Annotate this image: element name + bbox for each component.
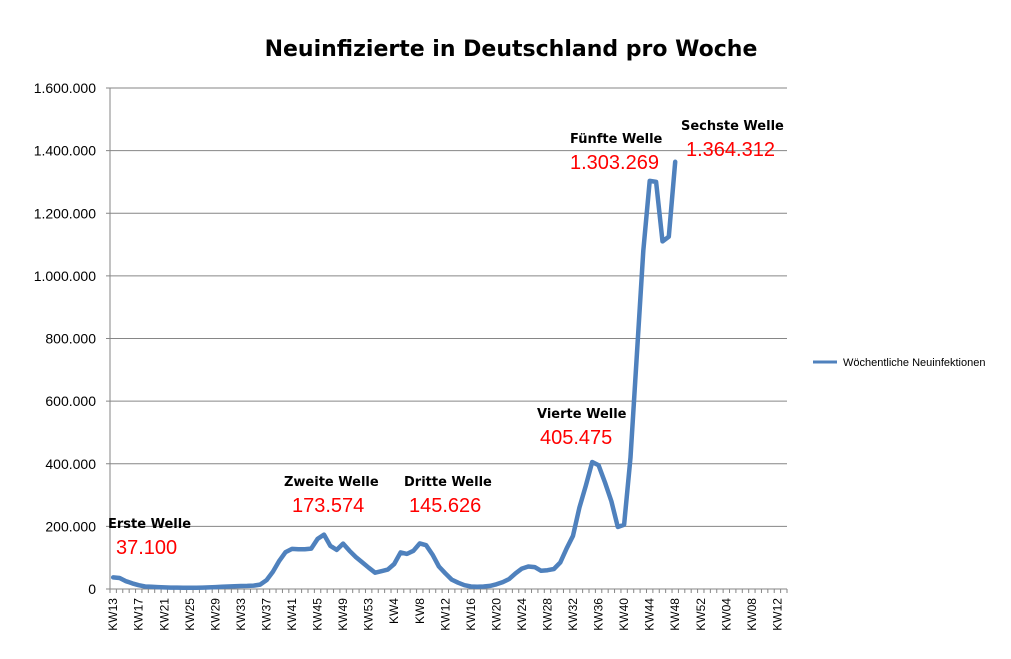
x-tick-label: KW12 [770,598,784,631]
x-tick-label: KW8 [413,598,427,624]
chart-title: Neuinfizierte in Deutschland pro Woche [265,37,758,62]
x-tick-label: KW44 [643,598,657,631]
annotation-label: Zweite Welle [284,475,379,490]
x-tick-label: KW4 [387,598,401,624]
annotation-label: Vierte Welle [537,407,627,422]
y-tick-label: 200.000 [45,518,96,534]
x-tick-label: KW52 [694,598,708,631]
annotation-value: 173.574 [292,495,364,517]
y-tick-label: 600.000 [45,393,96,409]
x-tick-label: KW40 [617,598,631,631]
annotation-value: 1.303.269 [570,152,659,174]
annotation-label: Fünfte Welle [570,132,663,147]
y-axis-ticks: 0 200.000 400.000 600.000 800.000 1.000.000 1.… [34,80,110,597]
annotation-label: Erste Welle [108,517,191,532]
x-axis-tick-labels: KW13 KW17 KW21 KW25 KW29 KW33 KW37 KW41 KW45 KW49… [106,598,784,631]
x-tick-label: KW36 [592,598,606,631]
x-tick-label: KW29 [208,598,222,631]
gridlines [110,87,787,527]
x-tick-label: KW49 [336,598,350,631]
legend: Wöchentliche Neuinfektionen [813,357,985,369]
x-tick-label: KW17 [132,598,146,631]
series-group [110,159,678,590]
x-tick-label: KW13 [106,598,120,631]
annotation-label: Sechste Welle [681,119,784,134]
x-tick-label: KW28 [540,598,554,631]
x-tick-label: KW48 [668,598,682,631]
x-tick-label: KW08 [745,598,759,631]
annotation-label: Dritte Welle [404,475,492,490]
y-tick-label: 0 [88,581,96,597]
x-tick-label: KW20 [489,598,503,631]
x-tick-label: KW37 [259,598,273,631]
x-tick-label: KW12 [438,598,452,631]
annotation-value: 145.626 [409,495,481,517]
x-tick-label: KW41 [285,598,299,631]
x-tick-label: KW32 [566,598,580,631]
x-tick-label: KW33 [234,598,248,631]
series-line-neuinfektionen [110,159,678,590]
annotation-value: 37.100 [116,537,177,559]
annotation-value: 1.364.312 [686,139,775,161]
annotation-value: 405.475 [540,427,612,449]
annotations: Erste Welle 37.100 Zweite Welle 173.574 Drit… [108,119,784,559]
x-tick-label: KW53 [362,598,376,631]
x-tick-label: KW16 [464,598,478,631]
x-tick-label: KW24 [515,598,529,631]
y-tick-label: 800.000 [45,331,96,347]
y-tick-label: 1.000.000 [34,268,96,284]
x-axis [109,88,788,593]
x-tick-label: KW21 [157,598,171,631]
legend-label: Wöchentliche Neuinfektionen [843,357,985,369]
y-tick-label: 1.200.000 [34,205,96,221]
x-tick-label: KW04 [719,598,733,631]
y-tick-label: 1.400.000 [34,143,96,159]
x-tick-label: KW25 [183,598,197,631]
y-tick-label: 400.000 [45,456,96,472]
y-tick-label: 1.600.000 [34,80,96,96]
x-tick-label: KW45 [311,598,325,631]
